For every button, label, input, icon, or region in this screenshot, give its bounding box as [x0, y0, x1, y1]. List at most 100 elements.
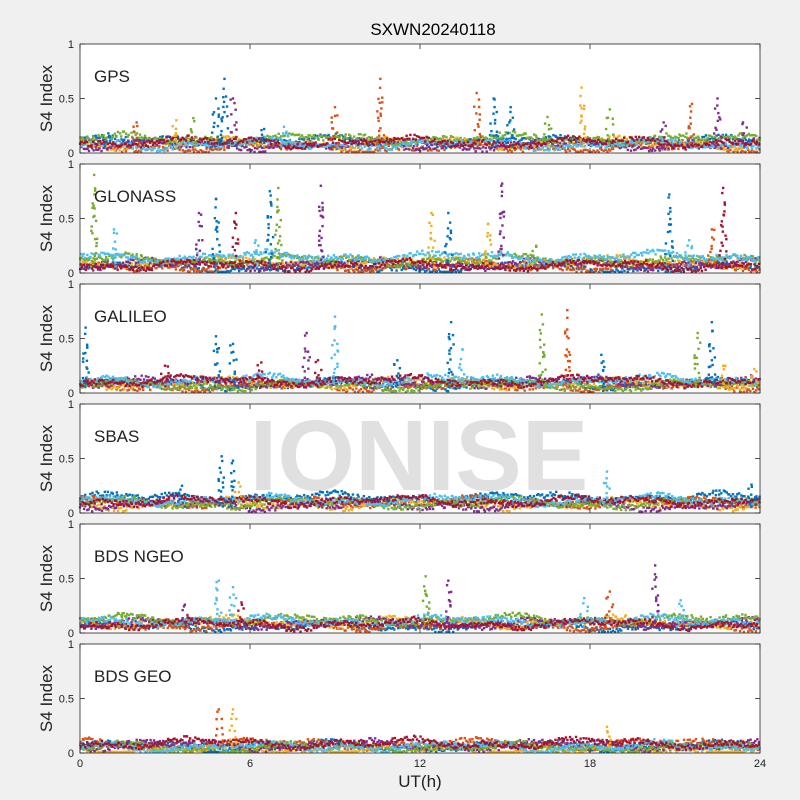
data-point — [374, 138, 377, 141]
data-point — [136, 138, 140, 141]
data-point — [675, 144, 678, 147]
data-point — [236, 258, 240, 261]
data-point — [637, 142, 640, 145]
data-point — [192, 260, 195, 263]
data-point — [362, 261, 366, 265]
data-point — [336, 131, 339, 134]
data-point — [652, 264, 655, 267]
data-point — [680, 139, 683, 143]
data-point — [189, 142, 193, 145]
data-point — [649, 266, 653, 269]
data-point — [626, 267, 629, 271]
data-point — [670, 139, 674, 142]
data-point — [171, 125, 174, 128]
data-point — [219, 258, 223, 261]
data-point — [245, 141, 249, 144]
data-point — [555, 135, 558, 139]
data-point — [316, 136, 319, 139]
data-point — [628, 258, 631, 261]
data-point — [548, 148, 551, 151]
data-point — [508, 260, 511, 264]
data-point — [742, 146, 746, 150]
data-point — [610, 145, 614, 148]
data-point — [103, 145, 107, 148]
data-point — [511, 146, 515, 150]
data-point — [371, 150, 374, 154]
data-point — [579, 149, 583, 153]
data-point — [626, 270, 629, 273]
data-point — [221, 259, 225, 263]
data-point — [95, 148, 98, 151]
data-point — [741, 269, 745, 273]
data-point — [656, 145, 659, 149]
data-point — [99, 256, 102, 259]
data-point — [145, 148, 149, 151]
data-point — [580, 86, 583, 89]
data-point — [333, 146, 337, 150]
data-point — [501, 145, 504, 148]
data-point — [513, 265, 516, 268]
data-point — [252, 144, 255, 148]
data-point — [244, 143, 248, 147]
data-point — [512, 128, 516, 131]
data-point — [616, 135, 620, 138]
data-point — [440, 144, 443, 148]
data-point — [518, 263, 522, 267]
data-point — [282, 125, 286, 129]
data-point — [173, 134, 176, 138]
data-point — [94, 264, 97, 267]
data-point — [755, 266, 759, 270]
data-point — [417, 135, 421, 139]
data-point — [118, 144, 121, 147]
data-point — [137, 260, 140, 264]
data-point — [357, 142, 361, 145]
data-point — [291, 261, 295, 264]
data-point — [290, 141, 293, 145]
data-point — [658, 143, 661, 146]
data-point — [497, 148, 500, 152]
data-point — [257, 140, 261, 144]
data-point — [278, 267, 281, 270]
data-point — [229, 263, 233, 267]
data-point — [453, 139, 456, 142]
data-point — [353, 150, 356, 154]
data-point — [126, 260, 130, 263]
data-point — [621, 267, 624, 270]
data-point — [188, 137, 191, 141]
data-point — [490, 145, 494, 148]
data-point — [346, 260, 349, 263]
data-point — [234, 141, 237, 144]
data-point — [192, 263, 196, 266]
data-point — [388, 142, 392, 145]
data-point — [672, 263, 675, 266]
data-point — [100, 149, 103, 153]
data-point — [566, 266, 569, 269]
data-point — [353, 147, 356, 150]
data-point — [163, 147, 167, 150]
data-point — [120, 135, 123, 138]
data-point — [612, 133, 615, 136]
data-point — [686, 136, 689, 139]
data-point — [466, 148, 469, 151]
data-point — [380, 107, 383, 110]
data-point — [383, 149, 387, 152]
data-point — [546, 115, 549, 119]
data-point — [647, 138, 650, 142]
data-point — [147, 263, 150, 266]
data-point — [476, 142, 479, 146]
data-point — [155, 141, 158, 145]
data-point — [503, 140, 507, 143]
data-point — [489, 122, 492, 125]
data-point — [302, 138, 306, 141]
data-point — [536, 141, 539, 144]
data-point — [628, 144, 631, 148]
data-point — [467, 258, 471, 261]
data-point — [194, 260, 197, 264]
data-point — [506, 150, 510, 153]
data-point — [120, 143, 124, 146]
data-point — [277, 142, 281, 145]
data-point — [756, 145, 760, 149]
data-point — [218, 256, 221, 259]
data-point — [202, 266, 205, 270]
data-point — [139, 150, 143, 153]
